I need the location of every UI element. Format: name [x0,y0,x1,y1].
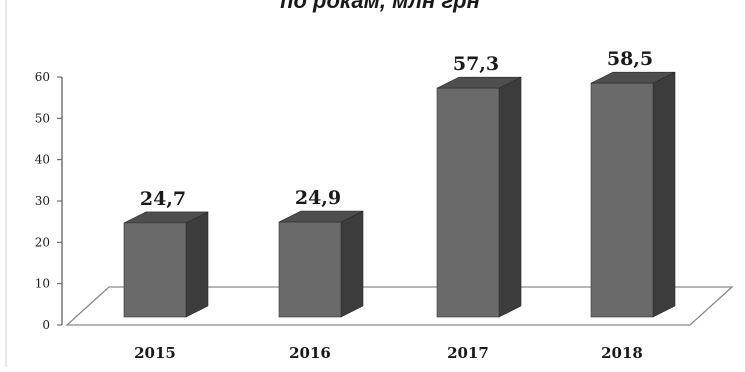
bar-side [652,71,676,318]
value-label: 24,7 [140,188,186,210]
x-tick-label: 2017 [447,344,489,362]
y-tick-label: 40 [35,153,50,167]
y-tick-label: 50 [35,111,50,125]
y-axis [57,76,63,326]
y-tick-label: 10 [35,277,50,291]
floor-plane [65,286,734,326]
bar-2018 [590,71,676,318]
bar-front [123,222,187,318]
x-tick-labels: 2015 2016 2017 2018 [134,344,643,362]
y-tick-labels: 0 10 20 30 40 50 60 [35,70,50,332]
x-tick-label: 2015 [134,344,176,362]
y-tick-label: 30 [35,194,50,208]
bar-front [590,82,654,318]
chart-floor [65,286,734,326]
bar-2015 [123,211,209,318]
bar-side [340,210,364,318]
bar-2016 [278,210,364,318]
x-tick-label: 2016 [289,344,331,362]
value-label: 57,3 [453,53,499,75]
value-label: 24,9 [295,187,341,209]
y-tick-label: 0 [42,318,50,332]
y-tick-label: 60 [35,70,50,84]
value-label: 58,5 [607,48,653,70]
bar-front [278,221,342,318]
chart-title: по рокам, млн грн [280,0,480,13]
bar-front [436,87,500,318]
y-tick-label: 20 [35,235,50,249]
value-labels: 24,7 24,9 57,3 58,5 [140,48,653,210]
bar-side [498,76,522,318]
bars [123,71,676,318]
bar-side [185,211,209,318]
bar-2017 [436,76,522,318]
x-tick-label: 2018 [601,344,643,362]
